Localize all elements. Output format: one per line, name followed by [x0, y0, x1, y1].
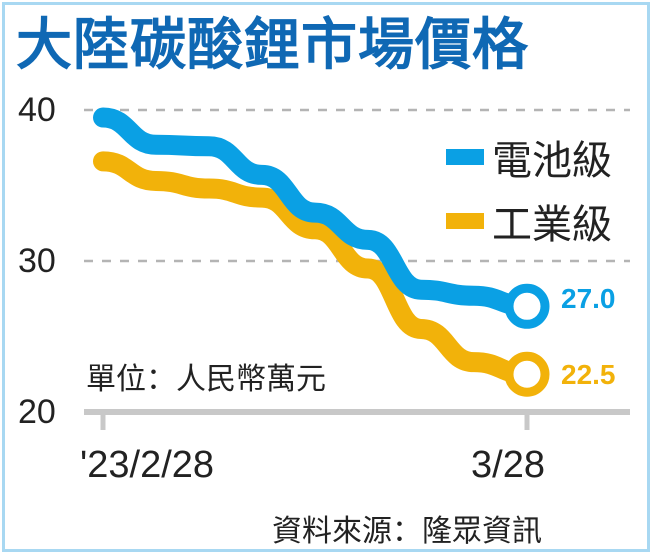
- series-line-industrial-grade: [93, 151, 537, 385]
- x-tick-label-end: 3/28: [471, 444, 545, 486]
- end-marker-industrial-grade: [504, 351, 550, 397]
- series-line-battery-grade: [93, 107, 537, 317]
- end-value-industrial-grade: 22.5: [561, 359, 616, 390]
- legend-swatch-industrial-grade: [446, 213, 484, 229]
- legend-label-battery-grade: 電池級: [492, 138, 612, 184]
- end-marker-battery-grade: [504, 283, 550, 329]
- legend-label-industrial-grade: 工業級: [492, 202, 612, 248]
- y-tick-30: 30: [18, 242, 56, 280]
- chart-title: 大陸碳酸鋰市場價格: [16, 13, 529, 78]
- legend-swatch-battery-grade: [446, 149, 484, 165]
- legend-item-battery-grade: 電池級: [446, 128, 612, 186]
- source-label: 資料來源：隆眾資訊: [272, 514, 542, 549]
- legend-item-industrial-grade: 工業級: [446, 192, 612, 250]
- y-tick-20: 20: [18, 393, 56, 431]
- x-tick-label-start: '23/2/28: [80, 444, 215, 486]
- unit-label: 單位：人民幣萬元: [86, 362, 326, 397]
- chart-frame: [2, 2, 650, 552]
- y-tick-40: 40: [18, 91, 56, 129]
- end-value-battery-grade: 27.0: [561, 283, 616, 314]
